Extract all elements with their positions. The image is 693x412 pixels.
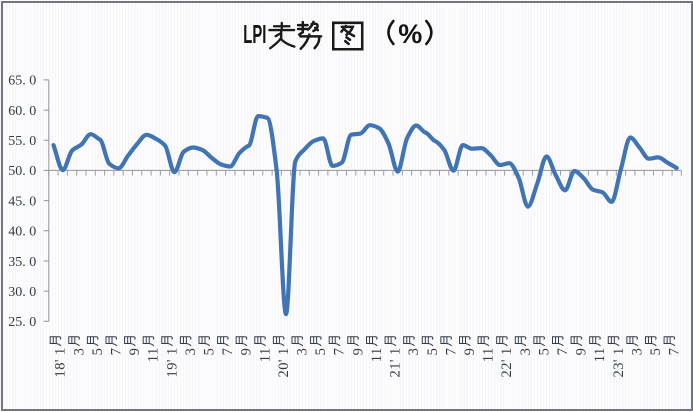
svg-text:7: 7 (109, 348, 125, 356)
svg-text:3: 3 (406, 348, 422, 356)
svg-text:5: 5 (425, 348, 441, 356)
svg-text:21' 1: 21' 1 (388, 347, 404, 377)
svg-text:9: 9 (350, 348, 366, 356)
svg-text:%: % (398, 19, 422, 49)
svg-text:9: 9 (574, 348, 590, 356)
svg-text:5: 5 (90, 348, 106, 356)
svg-text:35. 0: 35. 0 (8, 255, 36, 270)
svg-text:9: 9 (127, 348, 143, 356)
svg-text:11: 11 (481, 347, 497, 362)
svg-text:7: 7 (332, 348, 348, 356)
svg-text:7: 7 (443, 348, 459, 356)
svg-text:30. 0: 30. 0 (8, 285, 36, 300)
svg-text:23' 1: 23' 1 (611, 347, 627, 377)
svg-text:3: 3 (183, 348, 199, 356)
svg-text:7: 7 (667, 348, 683, 356)
svg-text:5: 5 (202, 348, 218, 356)
svg-text:3: 3 (295, 348, 311, 356)
svg-text:5: 5 (536, 348, 552, 356)
svg-text:7: 7 (220, 348, 236, 356)
svg-text:5: 5 (648, 348, 664, 356)
svg-text:20' 1: 20' 1 (276, 347, 292, 377)
svg-text:22' 1: 22' 1 (499, 347, 515, 377)
svg-text:19' 1: 19' 1 (164, 347, 180, 377)
svg-text:5: 5 (313, 348, 329, 356)
svg-text:45. 0: 45. 0 (8, 194, 36, 209)
svg-text:11: 11 (146, 347, 162, 362)
svg-text:9: 9 (462, 348, 478, 356)
svg-text:11: 11 (369, 347, 385, 362)
svg-text:9: 9 (239, 348, 255, 356)
svg-text:60. 0: 60. 0 (8, 104, 36, 119)
svg-text:3: 3 (629, 348, 645, 356)
svg-text:25. 0: 25. 0 (8, 315, 36, 330)
svg-text:40. 0: 40. 0 (8, 225, 36, 240)
svg-text:3: 3 (518, 348, 534, 356)
svg-text:65. 0: 65. 0 (8, 74, 36, 89)
svg-text:11: 11 (592, 347, 608, 362)
svg-text:7: 7 (555, 348, 571, 356)
svg-text:3: 3 (71, 348, 87, 356)
svg-text:LPI: LPI (243, 19, 266, 49)
svg-text:55. 0: 55. 0 (8, 134, 36, 149)
svg-text:11: 11 (257, 347, 273, 362)
svg-text:18' 1: 18' 1 (53, 347, 69, 377)
svg-text:50. 0: 50. 0 (8, 164, 36, 179)
